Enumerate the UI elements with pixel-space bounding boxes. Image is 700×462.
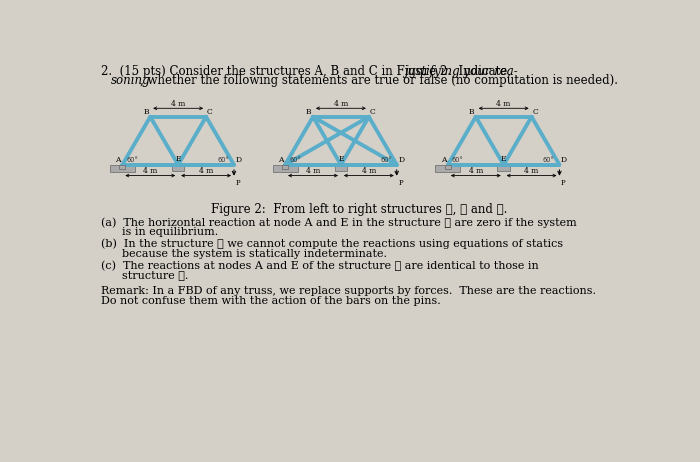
Text: 4 m: 4 m	[334, 99, 348, 108]
Text: A: A	[441, 156, 447, 164]
Text: D: D	[561, 156, 567, 164]
Text: 60°: 60°	[218, 157, 230, 163]
Bar	[498, 165, 510, 171]
Text: 4 m: 4 m	[496, 99, 511, 108]
Text: 4 m: 4 m	[199, 167, 214, 175]
Text: Figure 2:  From left to right structures ①, ② and ③.: Figure 2: From left to right structures …	[211, 203, 507, 216]
Bar	[335, 165, 347, 171]
Text: D: D	[398, 156, 405, 164]
Text: 60°: 60°	[126, 157, 138, 163]
Text: 60°: 60°	[380, 157, 392, 163]
Text: 4 m: 4 m	[143, 167, 158, 175]
Text: Remark: In a FBD of any truss, we replace supports by forces.  These are the rea: Remark: In a FBD of any truss, we replac…	[102, 286, 596, 297]
Text: 4 m: 4 m	[306, 167, 320, 175]
Text: because the system is statically indeterminate.: because the system is statically indeter…	[102, 249, 388, 259]
Text: (c)  The reactions at nodes A and E of the structure ③ are identical to those in: (c) The reactions at nodes A and E of th…	[102, 260, 539, 271]
Text: 4 m: 4 m	[468, 167, 483, 175]
Text: D: D	[235, 156, 241, 164]
Text: P: P	[235, 179, 240, 188]
Text: 60°: 60°	[289, 157, 301, 163]
Bar	[273, 165, 298, 172]
Text: B: B	[306, 108, 312, 116]
Bar	[119, 165, 125, 169]
Bar	[435, 165, 461, 172]
Text: C: C	[207, 108, 213, 116]
Text: 2.  (15 pts) Consider the structures A, B and C in Figure 2.  Indicate,: 2. (15 pts) Consider the structures A, B…	[102, 65, 515, 78]
Text: , whether the following statements are true or false (no computation is needed).: , whether the following statements are t…	[140, 74, 618, 87]
Text: E: E	[176, 155, 181, 163]
Text: C: C	[370, 108, 375, 116]
Text: (a)  The horizontal reaction at node A and E in the structure ① are zero if the : (a) The horizontal reaction at node A an…	[102, 217, 578, 228]
Text: B: B	[468, 108, 474, 116]
Text: 4 m: 4 m	[362, 167, 376, 175]
Text: E: E	[338, 155, 344, 163]
Text: 60°: 60°	[543, 157, 555, 163]
Bar	[444, 165, 451, 169]
Text: justifying your rea-: justifying your rea-	[405, 65, 518, 78]
Text: E: E	[501, 155, 506, 163]
Text: (b)  In the structure ② we cannot compute the reactions using equations of stati: (b) In the structure ② we cannot compute…	[102, 239, 564, 249]
Text: 4 m: 4 m	[524, 167, 539, 175]
Text: A: A	[278, 156, 284, 164]
Text: 60°: 60°	[452, 157, 463, 163]
Text: soning: soning	[111, 74, 150, 87]
Bar	[282, 165, 288, 169]
Text: A: A	[116, 156, 121, 164]
Text: Do not confuse them with the action of the bars on the pins.: Do not confuse them with the action of t…	[102, 297, 441, 306]
Text: P: P	[561, 179, 566, 188]
Bar	[172, 165, 184, 171]
Text: structure ②.: structure ②.	[102, 270, 189, 280]
Text: B: B	[143, 108, 148, 116]
Bar	[110, 165, 135, 172]
Text: C: C	[533, 108, 538, 116]
Text: P: P	[398, 179, 403, 188]
Text: is in equilibrium.: is in equilibrium.	[102, 227, 218, 237]
Text: 4 m: 4 m	[171, 99, 186, 108]
